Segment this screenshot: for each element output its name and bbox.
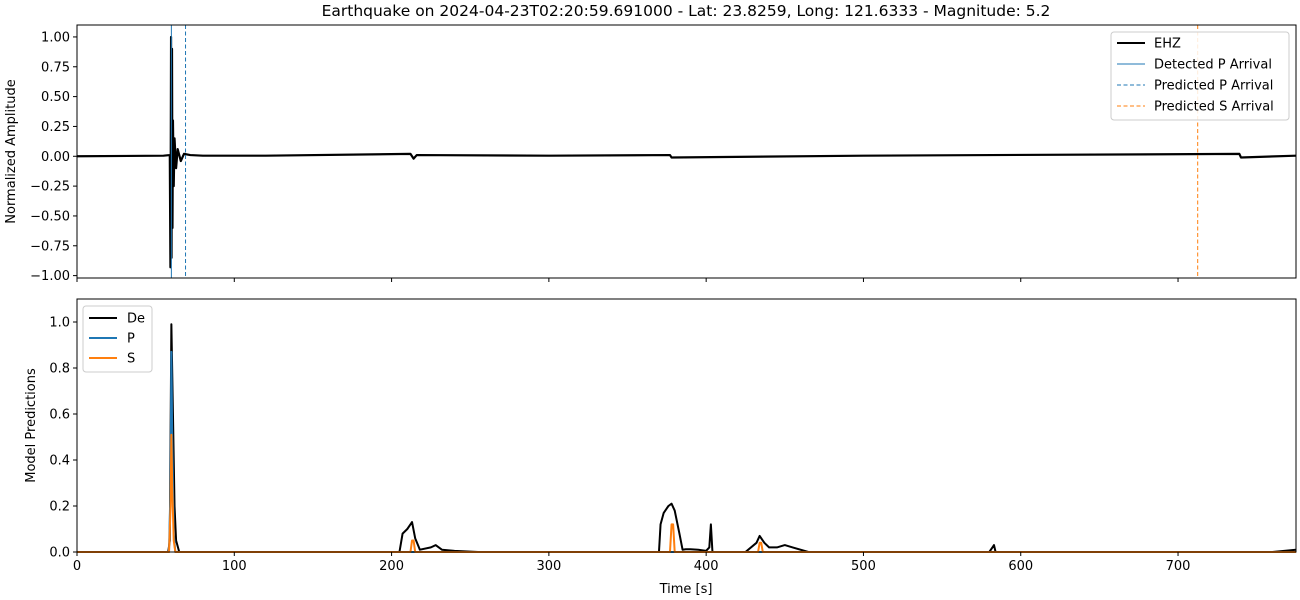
top-legend-box	[1110, 31, 1290, 121]
legend-label-p: P	[127, 332, 135, 347]
top-y-ticks: 1.00 0.75 0.50 0.25 0.00 −0.25 −0.50 −0.75 −1.00	[30, 30, 77, 284]
bottom-x-ticks: 0 100 200 300 400 500 600 700	[73, 552, 1191, 574]
top-ytick-label: −0.25	[30, 180, 70, 195]
bottom-xtick-label: 300	[536, 559, 561, 574]
legend-label-ehz: EHZ	[1154, 37, 1181, 52]
legend-label-s: S	[127, 352, 135, 367]
top-ytick-label: 0.50	[41, 90, 70, 105]
bottom-xtick-label: 600	[1008, 559, 1033, 574]
bottom-ytick-label: 0.6	[49, 408, 70, 423]
top-axes-frame	[76, 24, 1297, 279]
bottom-ytick-label: 1.0	[49, 316, 70, 331]
bottom-ytick-label: 0.2	[49, 500, 70, 515]
top-legend: EHZ Detected P Arrival Predicted P Arrival…	[1110, 31, 1290, 121]
chart-title: Earthquake on 2024-04-23T02:20:59.691000…	[322, 2, 1051, 20]
bottom-y-axis-label: Model Predictions	[24, 368, 39, 483]
top-ytick-label: 1.00	[41, 30, 70, 45]
bottom-axes-frame	[76, 298, 1297, 553]
bottom-ytick-label: 0.0	[49, 546, 70, 561]
bottom-panel: 0.0 0.2 0.4 0.6 0.8 1.0 0 100 200 300 400 500 600 70…	[24, 298, 1297, 597]
bottom-xtick-label: 100	[222, 559, 247, 574]
bottom-xtick-label: 400	[694, 559, 719, 574]
top-panel: 1.00 0.75 0.50 0.25 0.00 −0.25 −0.50 −0.75 −1.00…	[4, 24, 1297, 284]
bottom-ytick-label: 0.4	[49, 454, 70, 469]
top-ytick-label: −1.00	[30, 269, 70, 284]
legend-label-de: De	[127, 312, 145, 327]
top-ytick-label: 0.25	[41, 120, 70, 135]
top-ytick-label: −0.75	[30, 239, 70, 254]
x-axis-label: Time [s]	[659, 582, 713, 597]
series-p-line	[77, 350, 1296, 553]
series-s-line	[77, 433, 1296, 553]
bottom-xtick-label: 0	[73, 559, 81, 574]
bottom-xtick-label: 200	[379, 559, 404, 574]
legend-label-predicted-p-arrival: Predicted P Arrival	[1154, 79, 1273, 94]
bottom-legend: De PS	[82, 305, 153, 373]
bottom-xtick-label: 500	[851, 559, 876, 574]
bottom-y-ticks: 0.0 0.2 0.4 0.6 0.8 1.0	[49, 316, 77, 561]
top-x-ticks	[76, 278, 1179, 282]
legend-label-detected-p-arrival: Detected P Arrival	[1154, 58, 1272, 73]
top-y-axis-label: Normalized Amplitude	[4, 79, 19, 223]
bottom-legend-box	[82, 305, 153, 373]
bottom-plot-area	[77, 323, 1297, 553]
bottom-ytick-label: 0.8	[49, 362, 70, 377]
series-de-line	[77, 323, 1297, 553]
bottom-xtick-label: 700	[1166, 559, 1191, 574]
legend-label-predicted-s-arrival: Predicted S Arrival	[1154, 100, 1274, 115]
top-ytick-label: 0.00	[41, 150, 70, 165]
top-ytick-label: 0.75	[41, 60, 70, 75]
top-ytick-label: −0.50	[30, 209, 70, 224]
